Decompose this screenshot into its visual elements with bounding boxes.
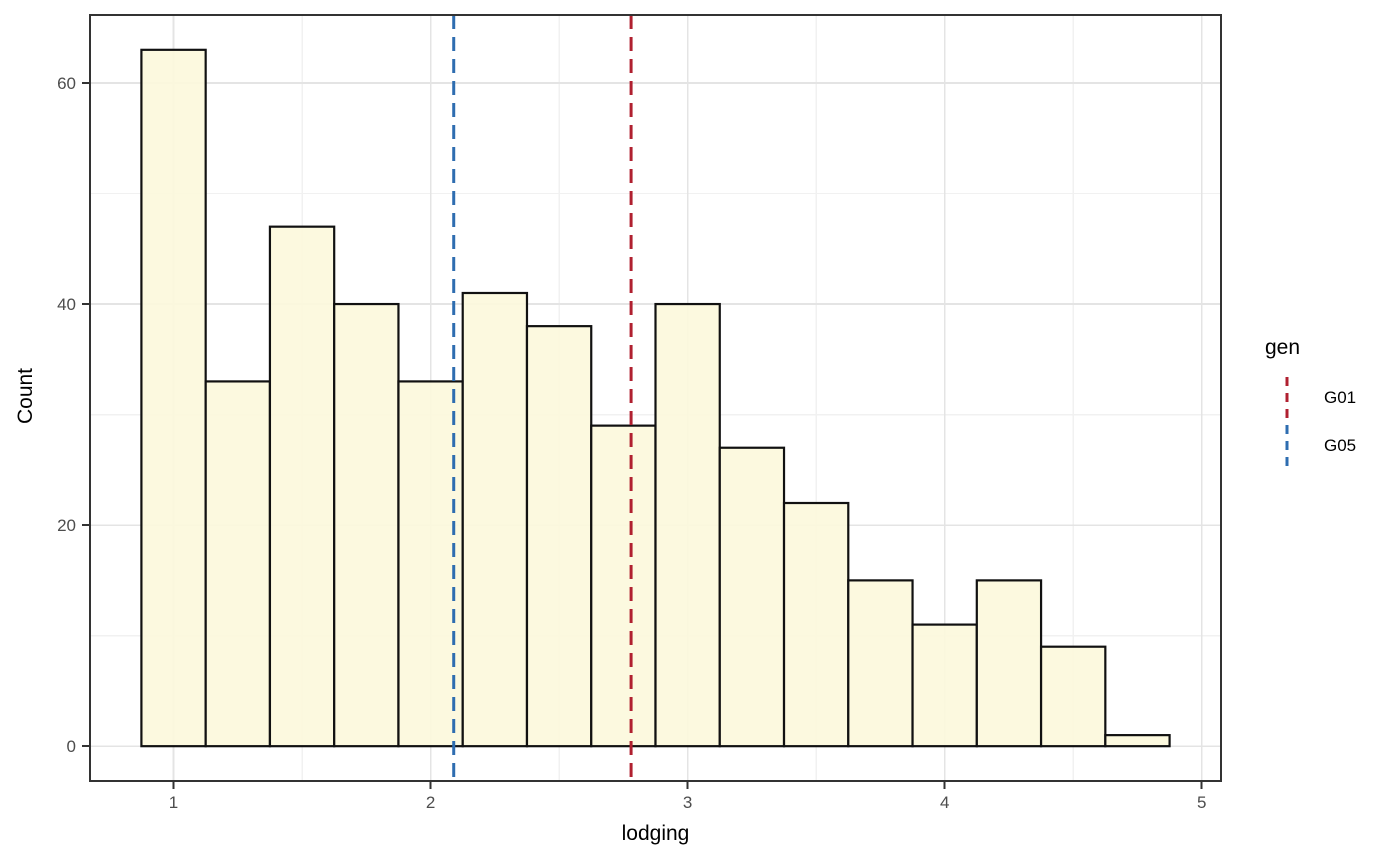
x-axis-title: lodging [621, 822, 690, 845]
histogram-bar [654, 302, 721, 748]
x-tick-label: 4 [940, 793, 949, 812]
histogram-bar [911, 623, 978, 748]
histogram-bar [333, 302, 400, 748]
histogram-bar [718, 446, 786, 748]
red-dashed-line-key-icon [1285, 377, 1289, 419]
histogram-bar [397, 380, 464, 748]
x-tick-label: 1 [169, 793, 178, 812]
y-tick-label: 40 [57, 295, 76, 314]
histogram-bar [1039, 645, 1107, 748]
histogram-bar [140, 48, 207, 748]
histogram-bar [268, 225, 336, 748]
x-tick-label: 3 [683, 793, 692, 812]
y-axis-title: Count [14, 367, 37, 425]
panel-border [89, 14, 1222, 782]
histogram-bar [590, 424, 657, 748]
histogram-bar [461, 291, 529, 748]
histogram-bar [975, 579, 1043, 748]
histogram-bar [782, 501, 850, 748]
y-tick-label: 60 [57, 74, 76, 93]
legend-item-g05: G05 [1260, 422, 1356, 470]
x-tick-label: 2 [426, 793, 435, 812]
y-tick-label: 20 [57, 516, 76, 535]
legend: gen G01 G05 [1260, 336, 1356, 470]
legend-title: gen [1265, 336, 1301, 359]
blue-dashed-line-key-icon [1285, 425, 1289, 467]
histogram-bar [525, 325, 593, 748]
legend-label-g01: G01 [1324, 388, 1357, 407]
y-tick-label: 0 [67, 737, 76, 756]
legend-label-g05: G05 [1324, 436, 1357, 455]
histogram-bar [204, 380, 272, 748]
histogram-bar [1104, 734, 1171, 748]
legend-item-g01: G01 [1260, 374, 1356, 422]
x-tick-label: 5 [1197, 793, 1206, 812]
histogram-bar [847, 579, 914, 748]
